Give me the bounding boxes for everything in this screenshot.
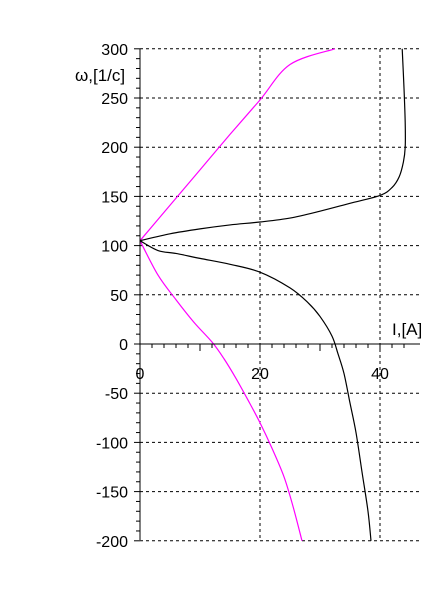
series-group [139, 48, 406, 541]
series-line-4 [139, 240, 372, 541]
x-tick-label-0: 0 [136, 366, 145, 383]
y-axis-label: ω,[1/c] [75, 66, 125, 85]
y-tick-label-150: 150 [101, 189, 128, 206]
y-tick-label--150: -150 [96, 485, 128, 502]
x-tick-label-40: 40 [371, 366, 389, 383]
y-tick-label-0: 0 [119, 337, 128, 354]
series-line-2 [139, 240, 303, 541]
y-tick-label-300: 300 [101, 42, 128, 59]
series-line-3 [139, 48, 406, 242]
y-tick-label-50: 50 [110, 288, 128, 305]
tick-marks [134, 48, 405, 542]
series-line-1 [139, 48, 336, 242]
y-tick-label-250: 250 [101, 91, 128, 108]
y-tick-label--100: -100 [96, 435, 128, 452]
y-tick-label-100: 100 [101, 239, 128, 256]
y-tick-label--200: -200 [96, 534, 128, 551]
y-tick-label-200: 200 [101, 140, 128, 157]
tick-labels: 300 250 200 150 100 50 0 -50 -100 -150 -200 0 20 40 [96, 42, 389, 551]
x-axis-label: I,[A] [392, 320, 422, 339]
y-tick-label--50: -50 [105, 386, 128, 403]
grid-lines [140, 48, 420, 542]
x-tick-label-20: 20 [251, 366, 269, 383]
